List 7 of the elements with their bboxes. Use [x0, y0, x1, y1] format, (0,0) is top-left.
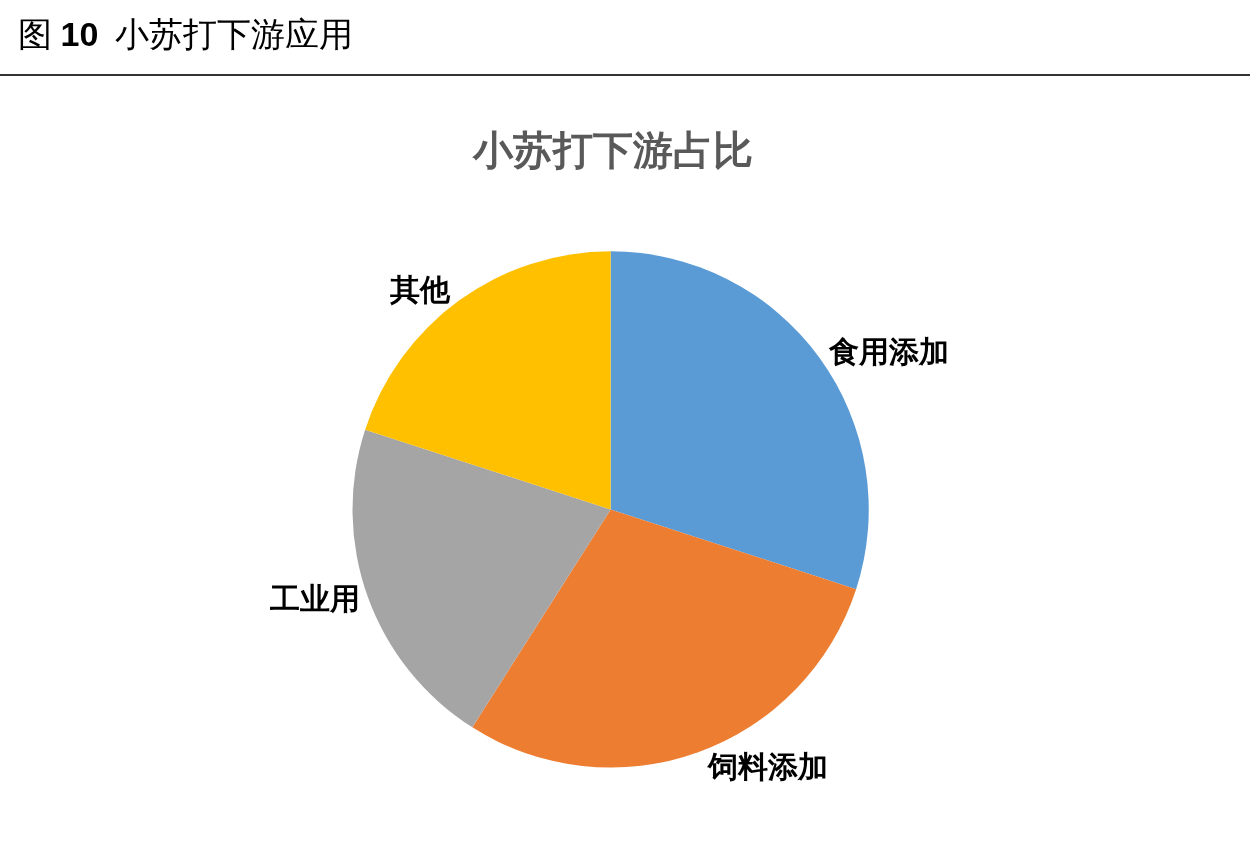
slice-label: 食用添加	[827, 335, 949, 369]
slice-label: 饲料添加	[706, 750, 829, 784]
chart-title: 小苏打下游占比	[471, 127, 753, 172]
pie-slice	[365, 251, 611, 510]
caption: 图 10 小苏打下游应用	[18, 14, 354, 55]
slice-label: 其他	[388, 273, 451, 307]
slice-label: 工业用	[268, 582, 360, 616]
